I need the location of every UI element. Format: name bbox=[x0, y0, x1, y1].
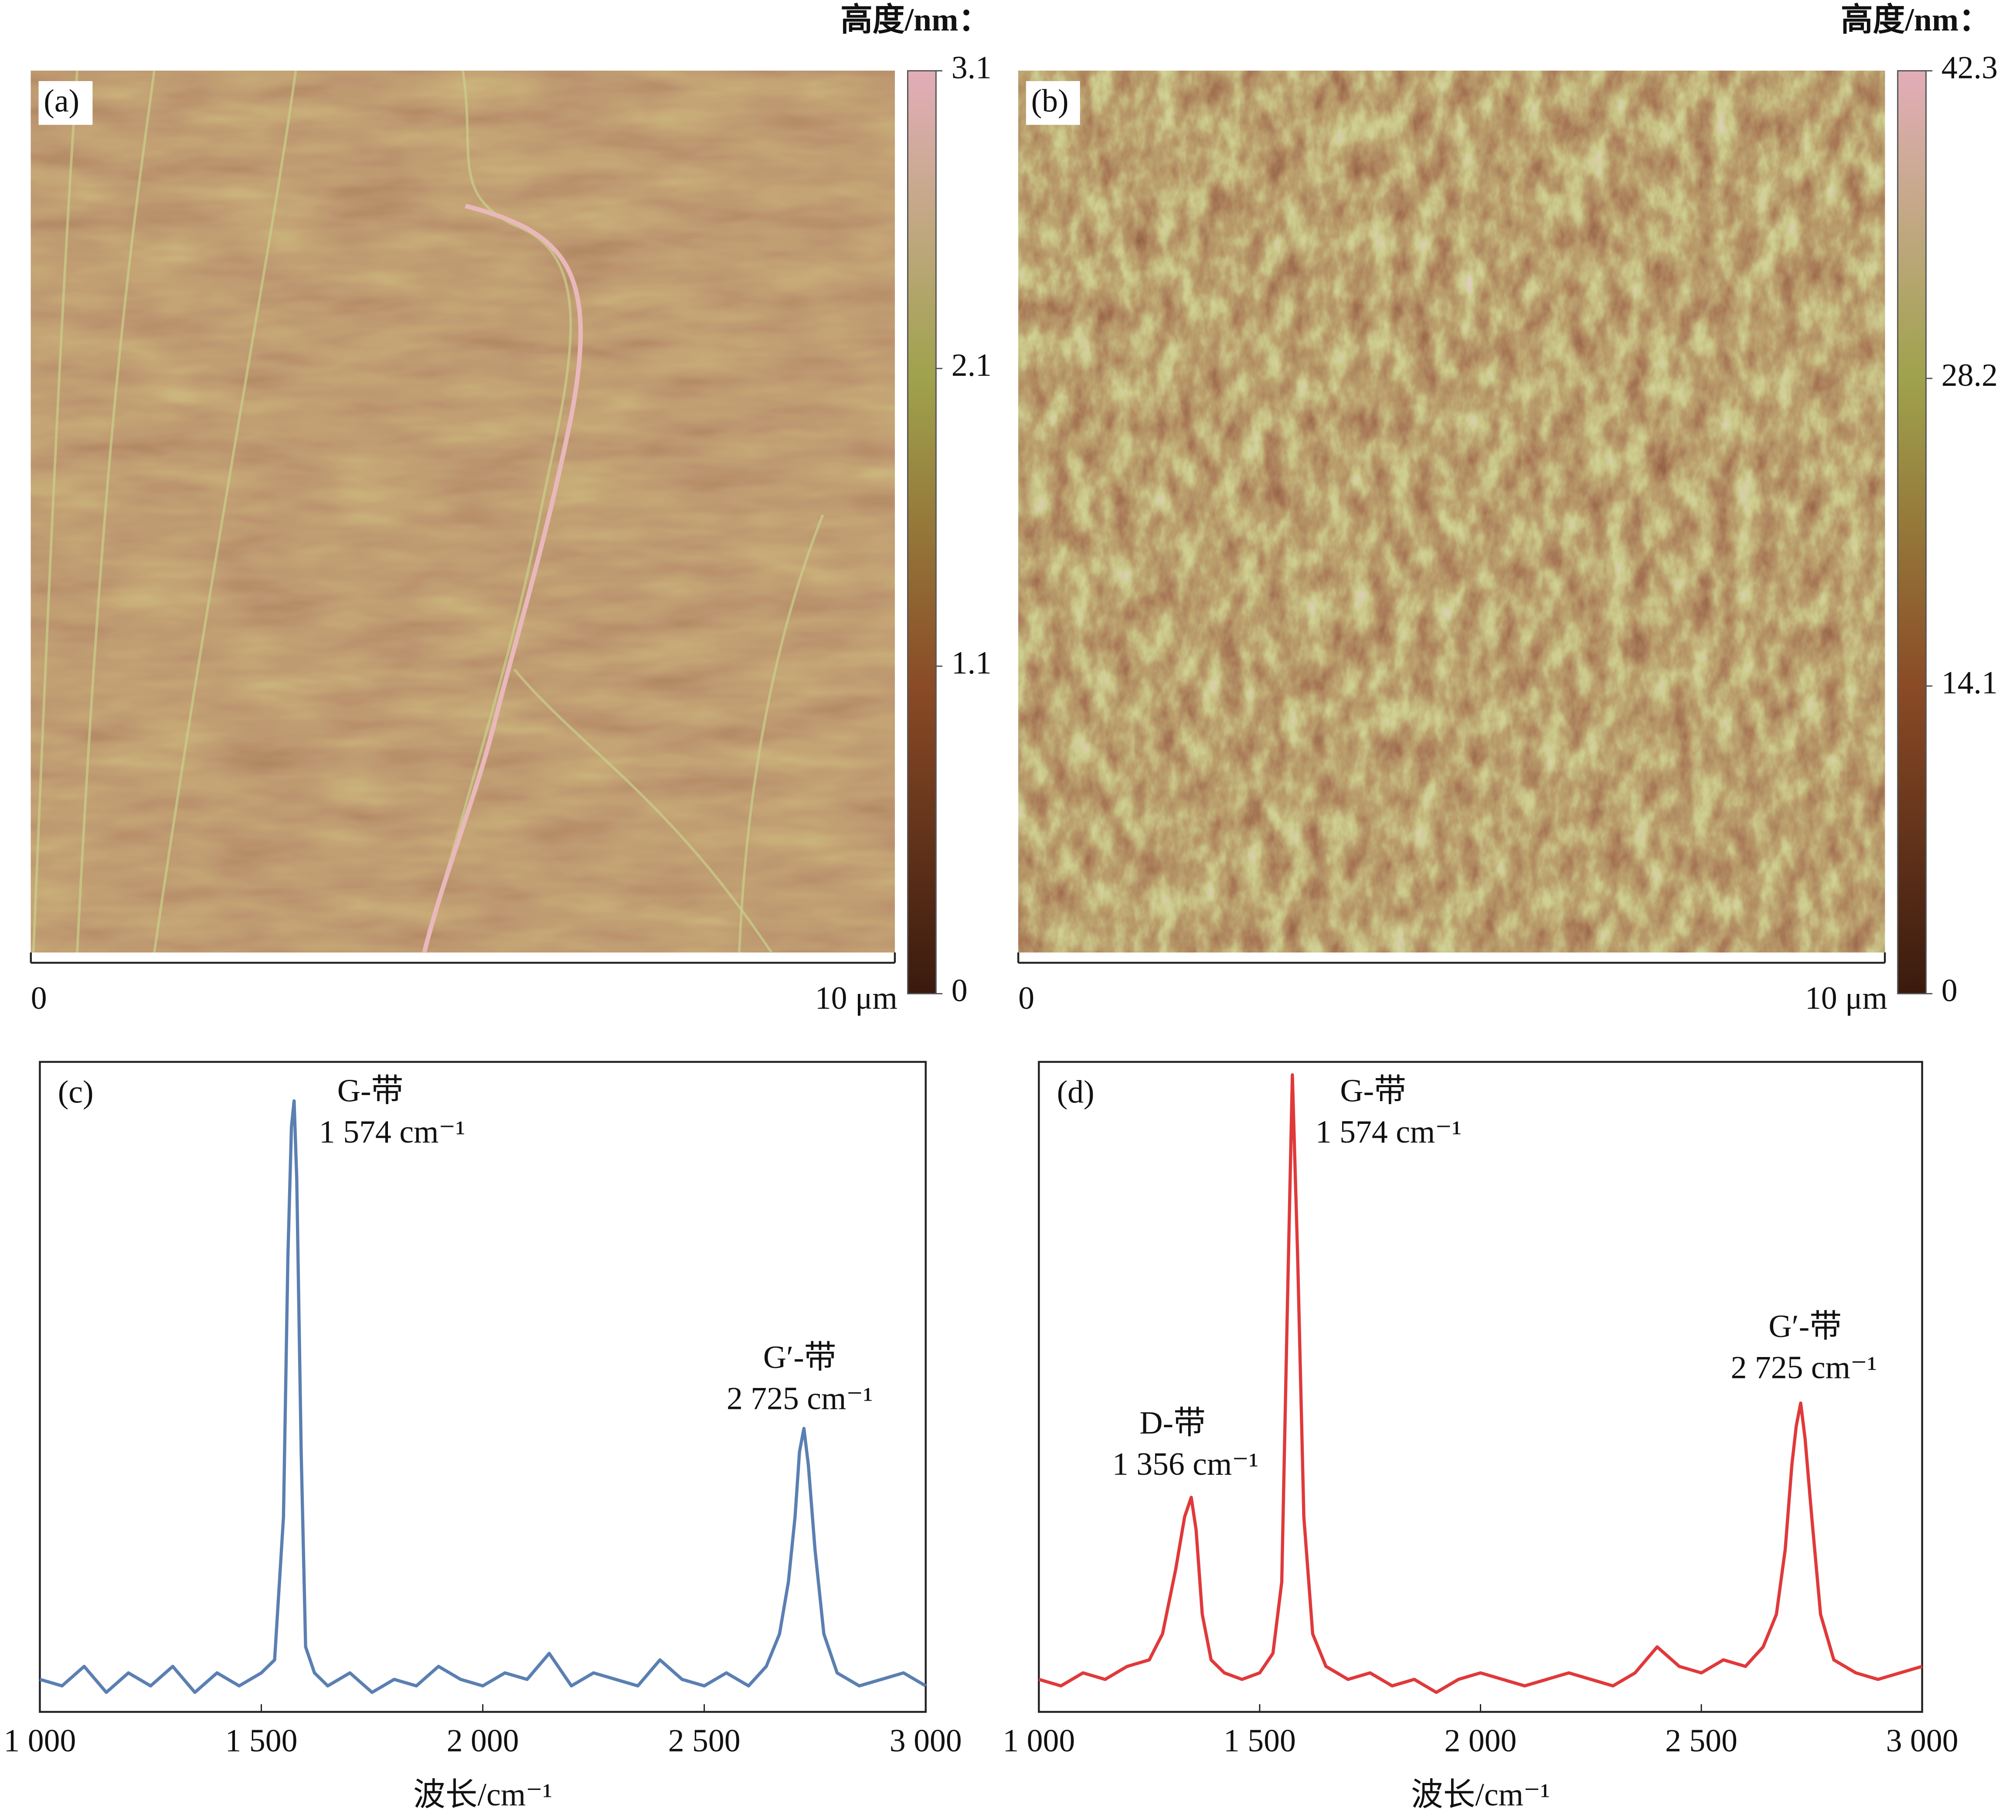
colorbar-label: 14.1 bbox=[1941, 665, 1998, 701]
x-tick-label: 1 000 bbox=[1003, 1723, 1075, 1759]
colorbar-title: 高度/nm： bbox=[840, 2, 990, 37]
x-tick-label: 2 000 bbox=[447, 1723, 519, 1759]
x-tick-label: 3 000 bbox=[890, 1723, 962, 1759]
peak-annotation: 1 574 cm⁻¹ bbox=[319, 1114, 465, 1150]
x-tick-label: 2 000 bbox=[1445, 1723, 1517, 1759]
peak-annotation: 1 356 cm⁻¹ bbox=[1112, 1446, 1258, 1482]
x-axis-label: 波长/cm⁻¹ bbox=[1411, 1777, 1550, 1813]
surface-step bbox=[32, 71, 78, 953]
colorbar bbox=[1897, 70, 1927, 994]
surface-fold bbox=[422, 204, 583, 953]
colorbar-label: 0 bbox=[952, 972, 968, 1008]
peak-annotation: G′-带 bbox=[763, 1339, 836, 1375]
peak-annotation: 2 725 cm⁻¹ bbox=[727, 1380, 873, 1416]
panel-label-box bbox=[38, 81, 93, 125]
peak-annotation: D-带 bbox=[1139, 1405, 1206, 1440]
peak-annotation: G′-带 bbox=[1768, 1308, 1842, 1344]
panel-label: (d) bbox=[1057, 1074, 1095, 1110]
surface-step bbox=[153, 70, 297, 953]
colorbar-title: 高度/nm： bbox=[1841, 2, 1991, 37]
panel-label: (c) bbox=[58, 1074, 94, 1110]
scale-label: 0 bbox=[1018, 980, 1034, 1016]
panel-label-box bbox=[1026, 81, 1080, 125]
afm-image bbox=[1018, 71, 1885, 953]
x-tick-label: 2 500 bbox=[668, 1723, 741, 1759]
plot-frame bbox=[1038, 1061, 1923, 1713]
surface-step bbox=[513, 668, 773, 953]
surface-step bbox=[738, 514, 824, 953]
colorbar-label: 28.2 bbox=[1941, 357, 1998, 393]
x-tick-label: 1 000 bbox=[3, 1723, 76, 1759]
peak-annotation: G-带 bbox=[1340, 1073, 1406, 1109]
panel-label: (a) bbox=[44, 83, 79, 119]
surface-step bbox=[76, 70, 156, 953]
x-tick-label: 1 500 bbox=[1224, 1723, 1296, 1759]
colorbar-label: 1.1 bbox=[952, 645, 992, 680]
colorbar-label: 2.1 bbox=[952, 347, 992, 383]
peak-annotation: G-带 bbox=[337, 1073, 404, 1109]
peak-annotation: 1 574 cm⁻¹ bbox=[1316, 1114, 1462, 1150]
scale-label: 10 μm bbox=[1805, 980, 1887, 1016]
colorbar bbox=[907, 70, 937, 994]
colorbar-label: 3.1 bbox=[952, 49, 992, 85]
colorbar-label: 42.3 bbox=[1941, 49, 1998, 85]
colorbar-label: 0 bbox=[1941, 972, 1958, 1008]
x-tick-label: 3 000 bbox=[1886, 1723, 1958, 1759]
x-axis-label: 波长/cm⁻¹ bbox=[413, 1777, 552, 1813]
spectrum-line bbox=[1038, 1073, 1923, 1694]
x-tick-label: 2 500 bbox=[1665, 1723, 1737, 1759]
peak-annotation: 2 725 cm⁻¹ bbox=[1731, 1349, 1877, 1385]
scale-label: 10 μm bbox=[815, 980, 898, 1016]
panel-label: (b) bbox=[1031, 83, 1069, 119]
surface-step bbox=[423, 70, 572, 953]
spectrum-line bbox=[39, 1099, 927, 1694]
scale-label: 0 bbox=[31, 980, 47, 1016]
x-tick-label: 1 500 bbox=[225, 1723, 298, 1759]
